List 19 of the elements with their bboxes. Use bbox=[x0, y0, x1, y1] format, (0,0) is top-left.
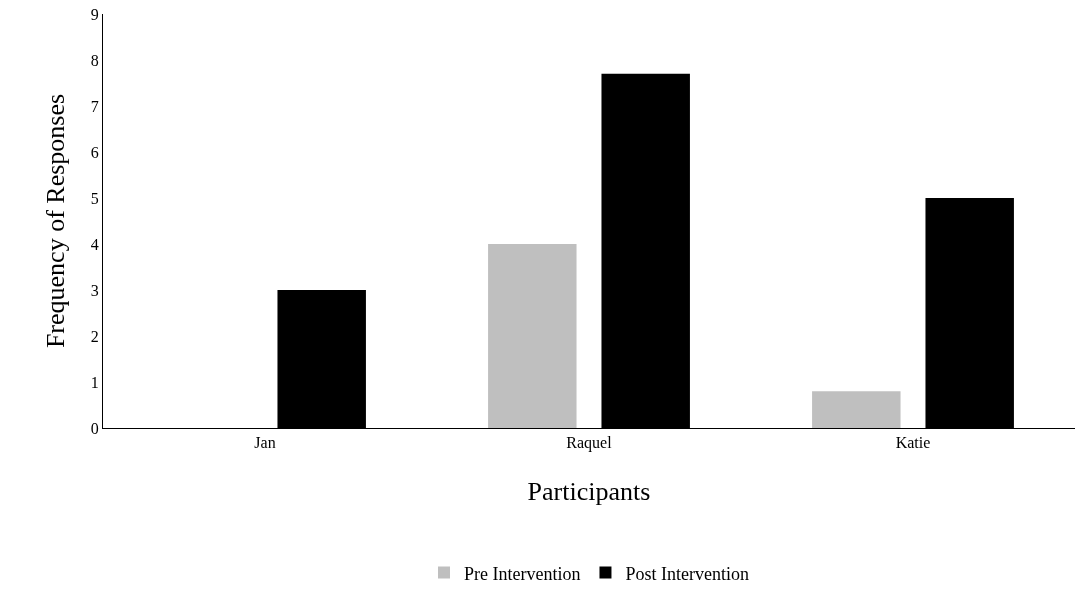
y-tick-label: 3 bbox=[90, 281, 99, 299]
x-tick-label: Raquel bbox=[566, 434, 613, 453]
x-axis-title: Participants bbox=[527, 476, 651, 506]
y-tick-label: 1 bbox=[90, 373, 99, 391]
legend-label: Post Intervention bbox=[625, 563, 749, 584]
y-tick-label: 5 bbox=[90, 189, 99, 207]
x-tick-label: Katie bbox=[895, 434, 931, 452]
bar bbox=[812, 391, 901, 428]
y-axis-title: Frequency of Responses bbox=[41, 93, 71, 349]
x-tick-label: Jan bbox=[254, 434, 276, 452]
y-tick-label: 8 bbox=[90, 51, 99, 69]
y-tick-label: 6 bbox=[90, 143, 99, 161]
y-tick-label: 4 bbox=[90, 235, 99, 253]
y-tick-label: 2 bbox=[90, 327, 99, 345]
bar bbox=[488, 244, 577, 428]
y-tick-label: 9 bbox=[90, 5, 99, 23]
y-tick-label: 0 bbox=[90, 419, 99, 437]
legend-label: Pre Intervention bbox=[464, 563, 581, 584]
y-tick-label: 7 bbox=[90, 97, 99, 115]
